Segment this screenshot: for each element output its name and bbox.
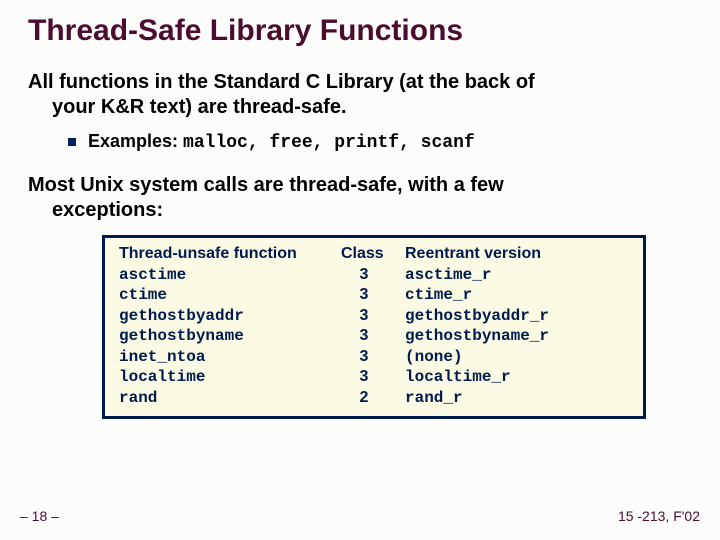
- slide: Thread-Safe Library Functions All functi…: [0, 0, 720, 540]
- table-row: gethostbyaddr 3 gethostbyaddr_r: [119, 306, 595, 326]
- paragraph-1: All functions in the Standard C Library …: [28, 70, 692, 120]
- th-reent: Reentrant version: [405, 244, 595, 264]
- unsafe-functions-table-box: Thread-unsafe function Class Reentrant v…: [102, 235, 646, 419]
- cell-reent: rand_r: [405, 388, 595, 408]
- table-row: gethostbyname 3 gethostbyname_r: [119, 326, 595, 346]
- cell-reent: localtime_r: [405, 367, 595, 387]
- paragraph-2-line-a: Most Unix system calls are thread-safe, …: [28, 174, 504, 196]
- cell-func: rand: [119, 388, 341, 408]
- cell-reent: gethostbyname_r: [405, 326, 595, 346]
- slide-title: Thread-Safe Library Functions: [28, 14, 692, 48]
- cell-class: 3: [341, 285, 405, 305]
- cell-func: gethostbyaddr: [119, 306, 341, 326]
- th-func: Thread-unsafe function: [119, 244, 341, 264]
- table-row: inet_ntoa 3 (none): [119, 347, 595, 367]
- footer-course-id: 15 -213, F'02: [618, 508, 700, 524]
- bullet-1-lead: Examples:: [88, 131, 183, 151]
- paragraph-1-line-a: All functions in the Standard C Library …: [28, 71, 535, 93]
- cell-reent: asctime_r: [405, 265, 595, 285]
- table-row: ctime 3 ctime_r: [119, 285, 595, 305]
- table-row: rand 2 rand_r: [119, 388, 595, 408]
- cell-func: gethostbyname: [119, 326, 341, 346]
- bullet-1: Examples: malloc, free, printf, scanf: [28, 130, 692, 155]
- cell-func: localtime: [119, 367, 341, 387]
- cell-reent: gethostbyaddr_r: [405, 306, 595, 326]
- cell-reent: ctime_r: [405, 285, 595, 305]
- cell-class: 3: [341, 347, 405, 367]
- cell-func: inet_ntoa: [119, 347, 341, 367]
- paragraph-2: Most Unix system calls are thread-safe, …: [28, 173, 692, 223]
- table-row: asctime 3 asctime_r: [119, 265, 595, 285]
- footer-page-number: – 18 –: [20, 508, 59, 524]
- th-class: Class: [341, 244, 405, 264]
- cell-reent: (none): [405, 347, 595, 367]
- table-row: localtime 3 localtime_r: [119, 367, 595, 387]
- cell-class: 3: [341, 367, 405, 387]
- table-header-row: Thread-unsafe function Class Reentrant v…: [119, 244, 595, 264]
- paragraph-1-line-b: your K&R text) are thread-safe.: [28, 96, 347, 118]
- cell-class: 2: [341, 388, 405, 408]
- cell-class: 3: [341, 326, 405, 346]
- cell-class: 3: [341, 265, 405, 285]
- unsafe-functions-table: Thread-unsafe function Class Reentrant v…: [119, 244, 595, 408]
- cell-func: ctime: [119, 285, 341, 305]
- bullet-1-code: malloc, free, printf, scanf: [183, 133, 475, 153]
- bullet-1-text: Examples: malloc, free, printf, scanf: [88, 130, 475, 155]
- cell-func: asctime: [119, 265, 341, 285]
- square-bullet-icon: [68, 138, 76, 146]
- paragraph-2-line-b: exceptions:: [28, 199, 163, 221]
- cell-class: 3: [341, 306, 405, 326]
